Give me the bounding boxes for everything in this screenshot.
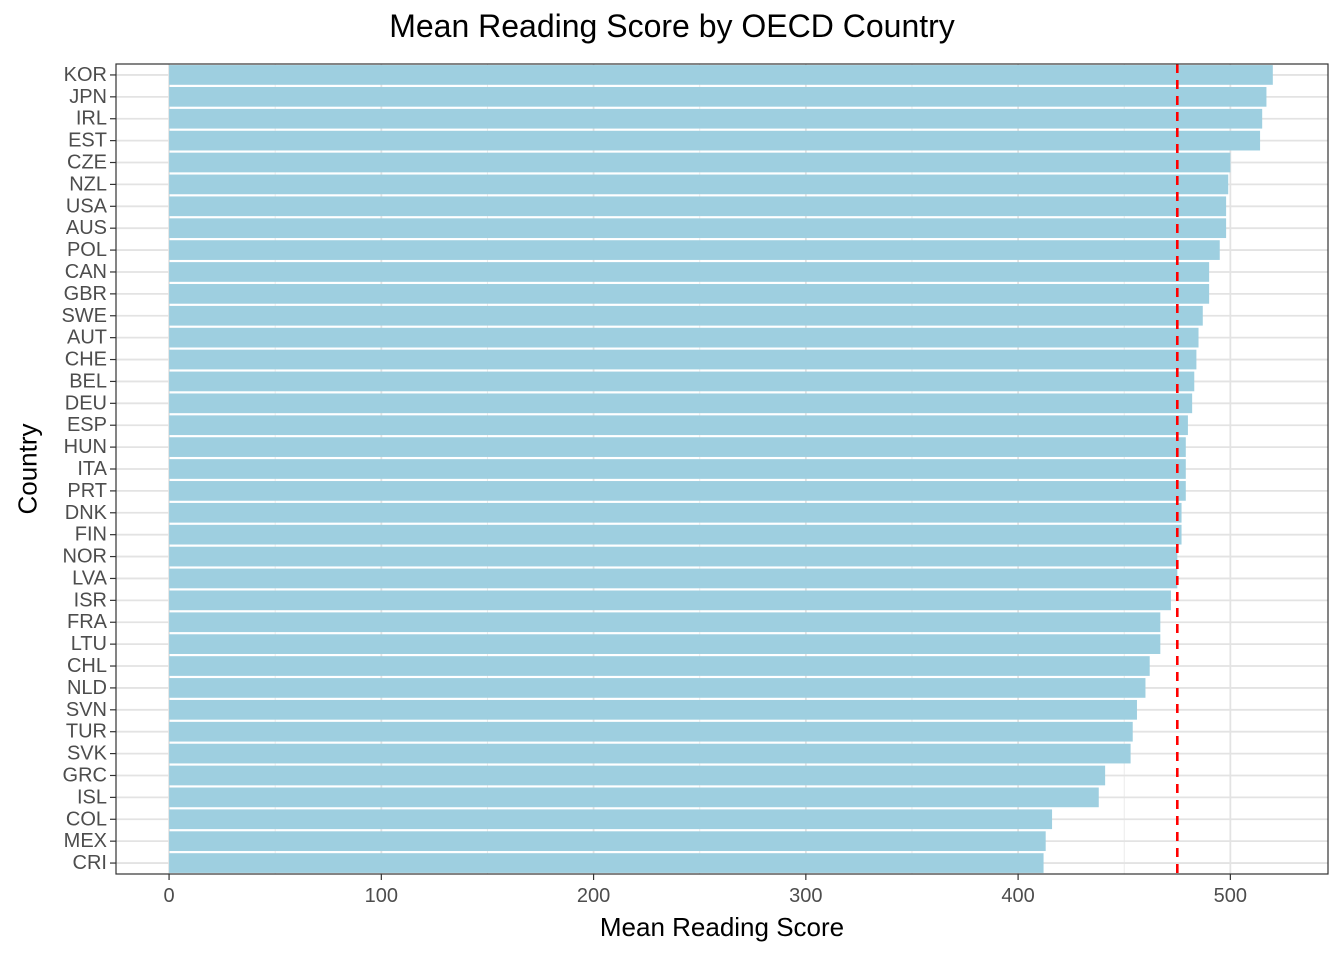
bar-fin	[169, 524, 1182, 545]
bar-kor	[169, 65, 1273, 85]
bar-esp	[169, 415, 1188, 436]
y-tick-label-svk: SVK	[67, 743, 108, 765]
bar-isl	[169, 787, 1099, 808]
bar-ita	[169, 459, 1186, 479]
y-tick-label-deu: DEU	[65, 392, 107, 414]
bar-gbr	[169, 284, 1210, 304]
bar-nor	[169, 546, 1178, 567]
bar-aut	[169, 327, 1199, 348]
y-tick-label-bel: BEL	[69, 370, 107, 392]
bar-irl	[169, 108, 1263, 129]
y-tick-label-esp: ESP	[67, 414, 107, 436]
x-tick-label: 0	[164, 885, 175, 907]
chart-title: Mean Reading Score by OECD Country	[389, 8, 955, 44]
y-tick-label-ita: ITA	[77, 458, 107, 480]
bar-fra	[169, 612, 1161, 633]
bar-chl	[169, 656, 1150, 676]
y-tick-label-chl: CHL	[67, 655, 107, 677]
bar-cze	[169, 152, 1231, 173]
y-tick-label-aus: AUS	[66, 217, 107, 239]
bar-est	[169, 130, 1261, 151]
y-tick-label-prt: PRT	[67, 480, 107, 502]
bar-swe	[169, 305, 1203, 326]
x-tick-label: 100	[365, 885, 398, 907]
y-tick-label-nor: NOR	[63, 546, 107, 568]
y-tick-label-jpn: JPN	[69, 86, 107, 108]
y-tick-label-col: COL	[66, 808, 107, 830]
y-tick-label-can: CAN	[65, 261, 107, 283]
bar-che	[169, 349, 1197, 370]
bar-cri	[169, 853, 1044, 873]
bar-jpn	[169, 86, 1267, 107]
bar-tur	[169, 721, 1133, 742]
y-tick-label-hun: HUN	[64, 436, 107, 458]
bar-lva	[169, 568, 1178, 589]
x-tick-label: 200	[577, 885, 610, 907]
bar-nzl	[169, 174, 1229, 195]
x-tick-label: 300	[789, 885, 822, 907]
y-tick-label-nzl: NZL	[69, 173, 107, 195]
y-tick-label-isl: ISL	[77, 786, 107, 808]
y-tick-label-svn: SVN	[66, 699, 107, 721]
y-tick-label-aut: AUT	[67, 327, 107, 349]
bar-can	[169, 262, 1210, 282]
bar-aus	[169, 218, 1227, 239]
y-tick-label-ltu: LTU	[71, 633, 107, 655]
y-tick-label-est: EST	[68, 130, 107, 152]
bar-nld	[169, 678, 1146, 698]
y-tick-label-dnk: DNK	[65, 502, 108, 524]
y-tick-label-cri: CRI	[73, 852, 107, 874]
y-tick-label-irl: IRL	[76, 108, 107, 130]
x-tick-label: 500	[1214, 885, 1247, 907]
bar-deu	[169, 393, 1193, 414]
bar-hun	[169, 437, 1186, 457]
y-axis-label: Country	[12, 423, 43, 515]
x-axis-label: Mean Reading Score	[599, 912, 845, 942]
y-tick-label-isr: ISR	[74, 589, 107, 611]
y-tick-label-tur: TUR	[66, 721, 107, 743]
y-tick-label-mex: MEX	[64, 830, 107, 852]
y-tick-label-fin: FIN	[75, 524, 107, 546]
y-tick-label-fra: FRA	[67, 611, 108, 633]
y-tick-label-che: CHE	[65, 349, 107, 371]
y-tick-label-swe: SWE	[61, 305, 107, 327]
bar-usa	[169, 196, 1227, 217]
bar-grc	[169, 765, 1106, 786]
y-tick-label-cze: CZE	[67, 152, 107, 174]
bar-dnk	[169, 502, 1182, 523]
y-tick-label-grc: GRC	[63, 764, 107, 786]
y-tick-label-gbr: GBR	[64, 283, 107, 305]
y-tick-label-kor: KOR	[64, 64, 107, 86]
x-tick-label: 400	[1001, 885, 1034, 907]
bar-ltu	[169, 634, 1161, 654]
y-tick-label-pol: POL	[67, 239, 107, 261]
y-tick-label-nld: NLD	[67, 677, 107, 699]
y-tick-label-lva: LVA	[72, 567, 107, 589]
bar-prt	[169, 481, 1186, 501]
bar-col	[169, 809, 1053, 830]
y-tick-label-usa: USA	[66, 195, 108, 217]
bar-isr	[169, 590, 1171, 611]
bar-bel	[169, 371, 1195, 392]
bar-pol	[169, 240, 1220, 260]
bar-svn	[169, 699, 1137, 720]
bar-svk	[169, 743, 1131, 764]
bar-mex	[169, 831, 1046, 852]
